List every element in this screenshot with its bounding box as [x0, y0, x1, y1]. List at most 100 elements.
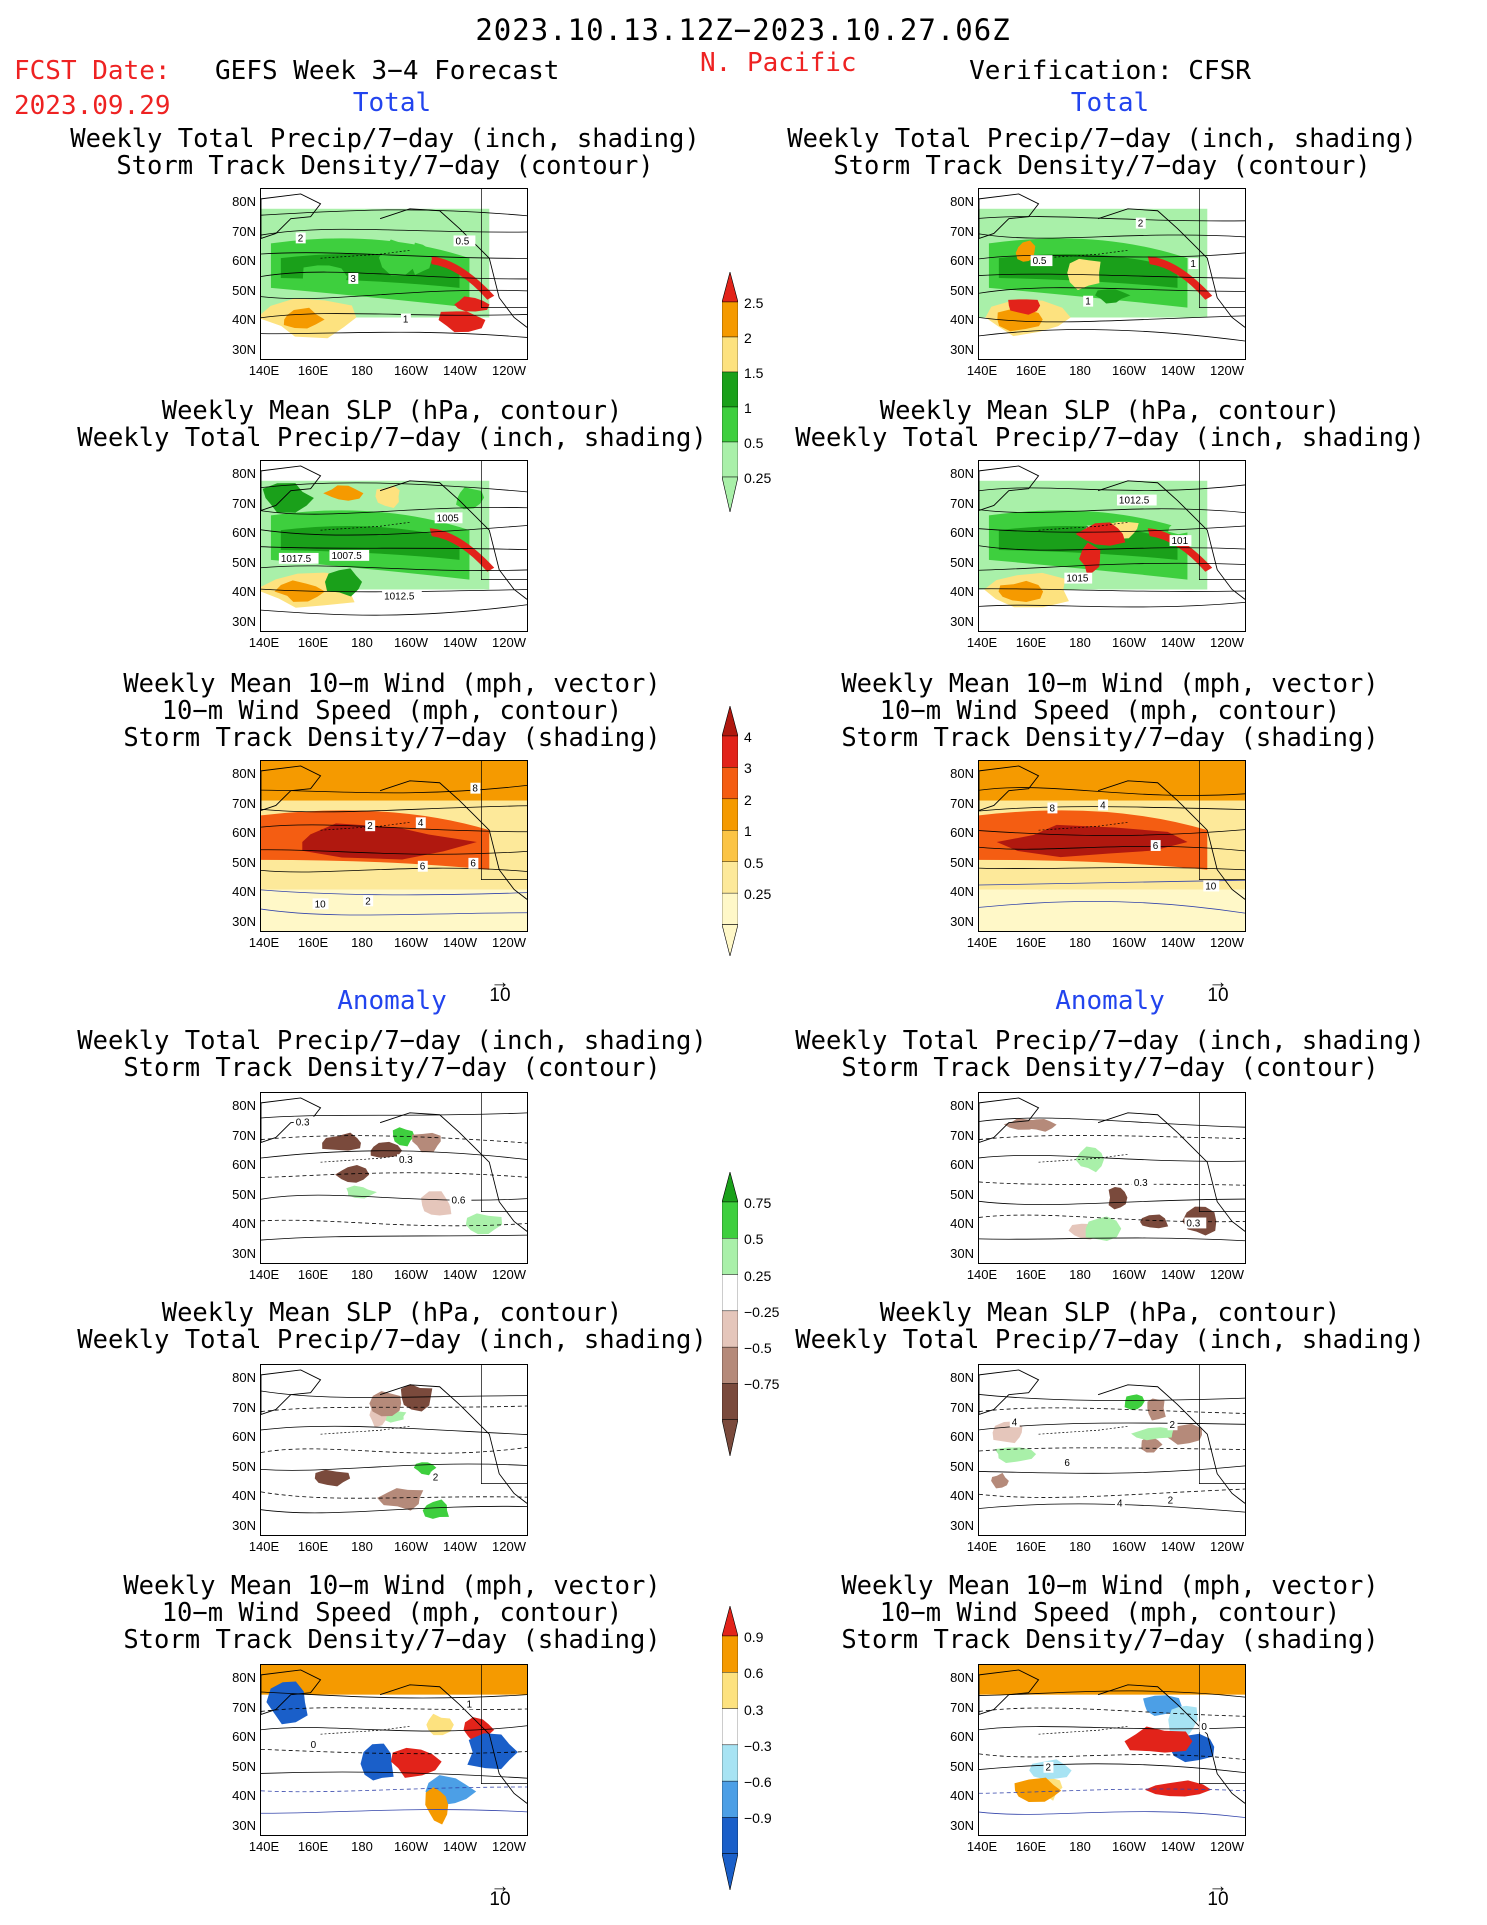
storm-anomaly-shading [360, 1743, 394, 1781]
coastline [1038, 821, 1128, 831]
fcst-date-label: FCST Date: [14, 56, 171, 86]
contour-label-bg [400, 313, 411, 325]
panel-title: Weekly Total Precip/7−day (inch, shading… [70, 124, 700, 181]
contour-label: 1005 [437, 513, 460, 524]
section-anomaly-right: Anomaly [1055, 986, 1165, 1016]
colorbar-label: 0.25 [744, 470, 772, 486]
contour-label: 10 [1205, 882, 1217, 893]
coastline [320, 1425, 410, 1435]
contour-line [979, 562, 1245, 571]
lon-label: 140E [966, 1839, 998, 1854]
lat-label: 50N [950, 1758, 974, 1774]
precip-anomaly-shading [411, 1132, 441, 1153]
colorbar-swatch [721, 861, 739, 894]
contour-label-bg [449, 1194, 472, 1206]
contour-line [979, 806, 1245, 812]
map-panel-p1: 2 3 1 0.5 [260, 188, 528, 360]
precip-anomaly-shading [422, 1499, 449, 1519]
contour-label-bg [1150, 840, 1161, 851]
lat-label: 50N [232, 1186, 256, 1202]
lon-label: 140W [443, 1267, 477, 1282]
lon-label: 160E [297, 635, 329, 650]
contour-line [261, 1771, 527, 1779]
lat-label: 40N [950, 1788, 974, 1803]
lon-label: 140W [1161, 1839, 1195, 1854]
contour-line [261, 331, 527, 338]
storm-shading [261, 761, 527, 801]
contour-label: 1017.5 [281, 554, 312, 565]
contour-line [261, 271, 527, 280]
precip-shading [1008, 299, 1041, 315]
political-border [480, 189, 527, 308]
contour-line [979, 1788, 1245, 1794]
lon-label: 140W [1161, 935, 1195, 950]
contour-label: 6 [1153, 841, 1159, 852]
colorbar-label: −0.3 [744, 1737, 772, 1754]
contour-line [979, 845, 1245, 852]
contour-label: 2 [365, 896, 371, 907]
lat-label: 60N [232, 1157, 256, 1172]
precip-shading [379, 239, 420, 276]
map-svg: 1015 1012.5 101 [979, 461, 1245, 608]
map-svg: 4 6 10 8 [979, 761, 1245, 931]
precip-shading [1147, 528, 1213, 572]
contour-label-bg [363, 895, 374, 907]
contour-line [261, 1749, 527, 1755]
colorbar-label: 2 [744, 330, 752, 346]
political-border [480, 461, 527, 580]
lon-label: 140E [248, 1267, 280, 1282]
contour-label-bg [1188, 258, 1199, 270]
coastline [320, 249, 410, 259]
political-border [1198, 461, 1245, 580]
contour-label-bg [348, 273, 359, 284]
contour-line [979, 1488, 1245, 1498]
colorbar-swatch [721, 1238, 739, 1275]
coastline [379, 780, 527, 900]
precip-shading [997, 309, 1043, 332]
coastline [979, 765, 1040, 811]
contour-line [979, 1707, 1245, 1717]
lon-label: 160W [394, 1267, 428, 1282]
colorbar-label: 0.5 [744, 1231, 764, 1248]
contour-label: 0.5 [456, 236, 470, 247]
lat-label: 60N [950, 1429, 974, 1444]
colorbar-label: 3 [744, 760, 752, 777]
contour-line [979, 1447, 1245, 1452]
contour-line [261, 546, 527, 551]
model-title: GEFS Week 3−4 Forecast [215, 56, 560, 86]
contour-label-bg [1184, 1217, 1207, 1229]
lon-label: 140E [966, 363, 998, 378]
coastline [1038, 1725, 1128, 1735]
coastline [379, 1384, 527, 1504]
contour-line [979, 1394, 1245, 1401]
contour-label: 10 [315, 899, 327, 910]
precip-anomaly-shading [1022, 1118, 1057, 1132]
political-border [1198, 1665, 1245, 1784]
lon-label: 160E [1015, 935, 1047, 950]
lat-label: 70N [950, 1699, 974, 1715]
contour-line [261, 849, 527, 855]
contour-line [979, 525, 1245, 533]
map-panel-p4: 1015 1012.5 101 [978, 460, 1246, 632]
lon-label: 180 [351, 363, 373, 378]
precip-anomaly-shading [1131, 1427, 1174, 1441]
contour-line [261, 1135, 527, 1144]
contour-label-bg [312, 898, 329, 910]
lon-label: 180 [1069, 363, 1091, 378]
precip-shading [438, 311, 486, 333]
storm-anomaly-shading [391, 1747, 442, 1778]
coastline [261, 1097, 322, 1143]
contour-line [261, 565, 527, 571]
precip-shading [1168, 519, 1206, 535]
contour-label: 2 [1138, 219, 1144, 230]
contour-label: 2 [433, 1473, 439, 1484]
contour-label: 1012.5 [1119, 496, 1150, 507]
lat-label: 80N [950, 766, 974, 781]
lon-label: 160E [297, 935, 329, 950]
contour-label-bg [1030, 255, 1053, 267]
colorbar-swatch [721, 735, 739, 768]
contour-label-bg [415, 817, 426, 829]
vector-reference-value: 10 [489, 1889, 511, 1910]
lon-label: 180 [1069, 1839, 1091, 1854]
